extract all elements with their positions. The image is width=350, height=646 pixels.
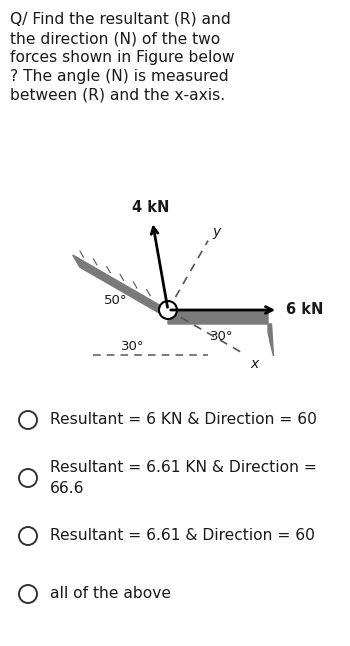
Text: all of the above: all of the above <box>50 587 171 601</box>
Circle shape <box>19 469 37 487</box>
Circle shape <box>159 301 177 319</box>
Text: ? The angle (N) is measured: ? The angle (N) is measured <box>10 69 229 84</box>
Text: Q/ Find the resultant (R) and: Q/ Find the resultant (R) and <box>10 12 231 27</box>
Text: between (R) and the x-axis.: between (R) and the x-axis. <box>10 88 225 103</box>
Text: 30°: 30° <box>210 330 233 343</box>
Text: 4 kN: 4 kN <box>132 200 169 215</box>
Circle shape <box>19 585 37 603</box>
Text: the direction (N) of the two: the direction (N) of the two <box>10 31 220 46</box>
Text: forces shown in Figure below: forces shown in Figure below <box>10 50 234 65</box>
Polygon shape <box>168 310 273 356</box>
Text: 6 kN: 6 kN <box>286 302 323 317</box>
Circle shape <box>19 411 37 429</box>
Circle shape <box>19 527 37 545</box>
Text: Resultant = 6.61 & Direction = 60: Resultant = 6.61 & Direction = 60 <box>50 528 315 543</box>
Text: Resultant = 6 KN & Direction = 60: Resultant = 6 KN & Direction = 60 <box>50 413 317 428</box>
Text: Resultant = 6.61 KN & Direction =
66.6: Resultant = 6.61 KN & Direction = 66.6 <box>50 460 317 496</box>
Text: 30°: 30° <box>121 340 145 353</box>
Text: x: x <box>250 357 258 371</box>
Polygon shape <box>73 255 175 322</box>
Text: 50°: 50° <box>104 293 128 306</box>
Text: y: y <box>212 225 220 239</box>
